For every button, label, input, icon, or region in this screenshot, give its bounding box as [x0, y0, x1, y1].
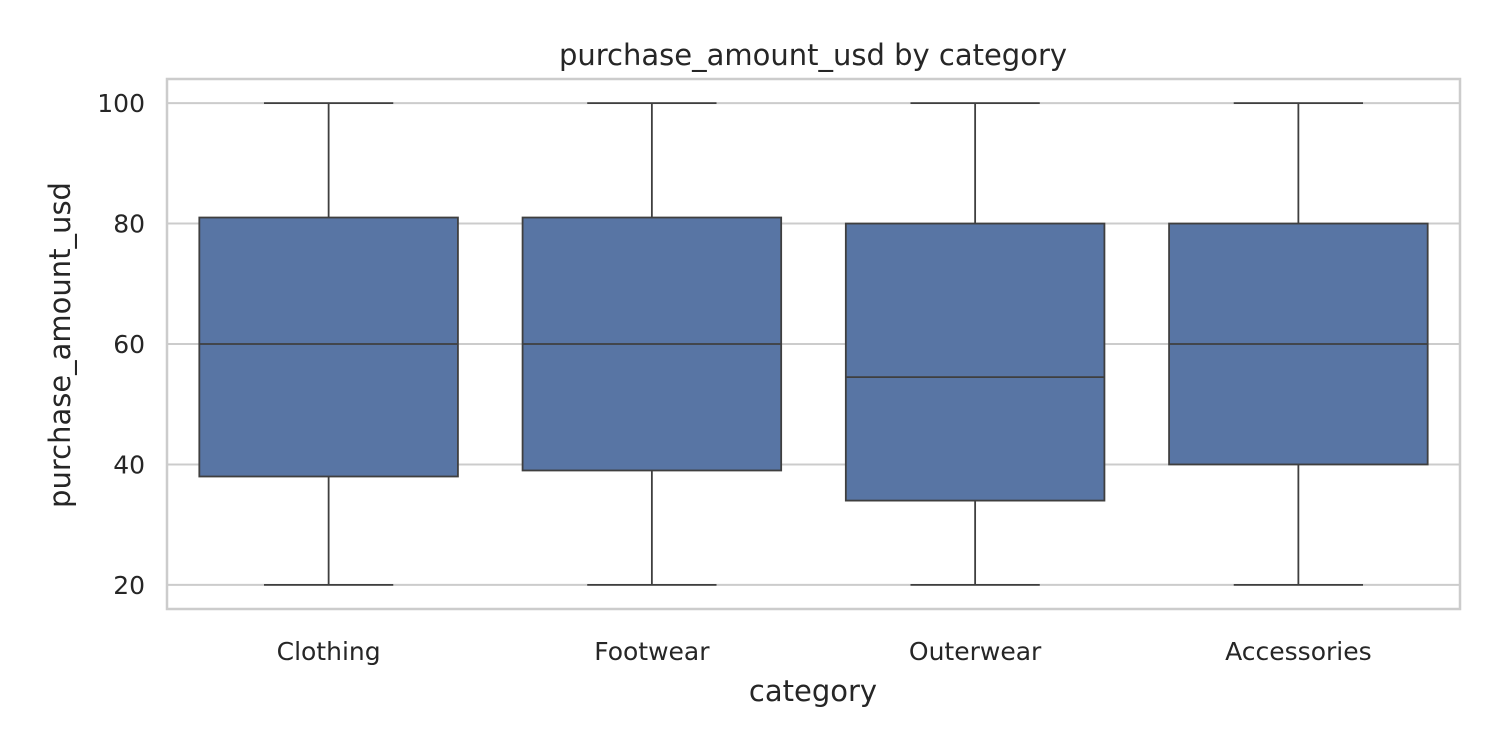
boxes [198, 102, 1429, 586]
y-tick-label-100: 100 [97, 89, 145, 118]
plot-frame [165, 77, 1462, 611]
box-outerwear [844, 102, 1106, 586]
x-tick-label-footwear: Footwear [594, 637, 710, 666]
box-footwear [521, 102, 783, 586]
y-tick-label-20: 20 [113, 571, 145, 600]
y-tick-label-60: 60 [113, 330, 145, 359]
box-clothing [198, 102, 459, 586]
y-axis-label: purchase_amount_usd [43, 182, 77, 508]
chart-title: purchase_amount_usd by category [559, 38, 1067, 72]
x-axis-ticks: Clothing Footwear Outerwear Accessories [277, 637, 1372, 666]
iqr-box-outerwear [844, 222, 1106, 502]
y-tick-label-80: 80 [113, 210, 145, 239]
x-tick-label-clothing: Clothing [277, 637, 381, 666]
y-axis-ticks: 20 40 60 80 100 [97, 89, 145, 600]
box-accessories [1168, 102, 1429, 586]
x-axis-label: category [749, 674, 877, 708]
iqr-box-clothing [198, 216, 459, 478]
x-tick-label-accessories: Accessories [1225, 637, 1372, 666]
x-tick-label-outerwear: Outerwear [909, 637, 1042, 666]
y-tick-label-40: 40 [113, 450, 145, 479]
